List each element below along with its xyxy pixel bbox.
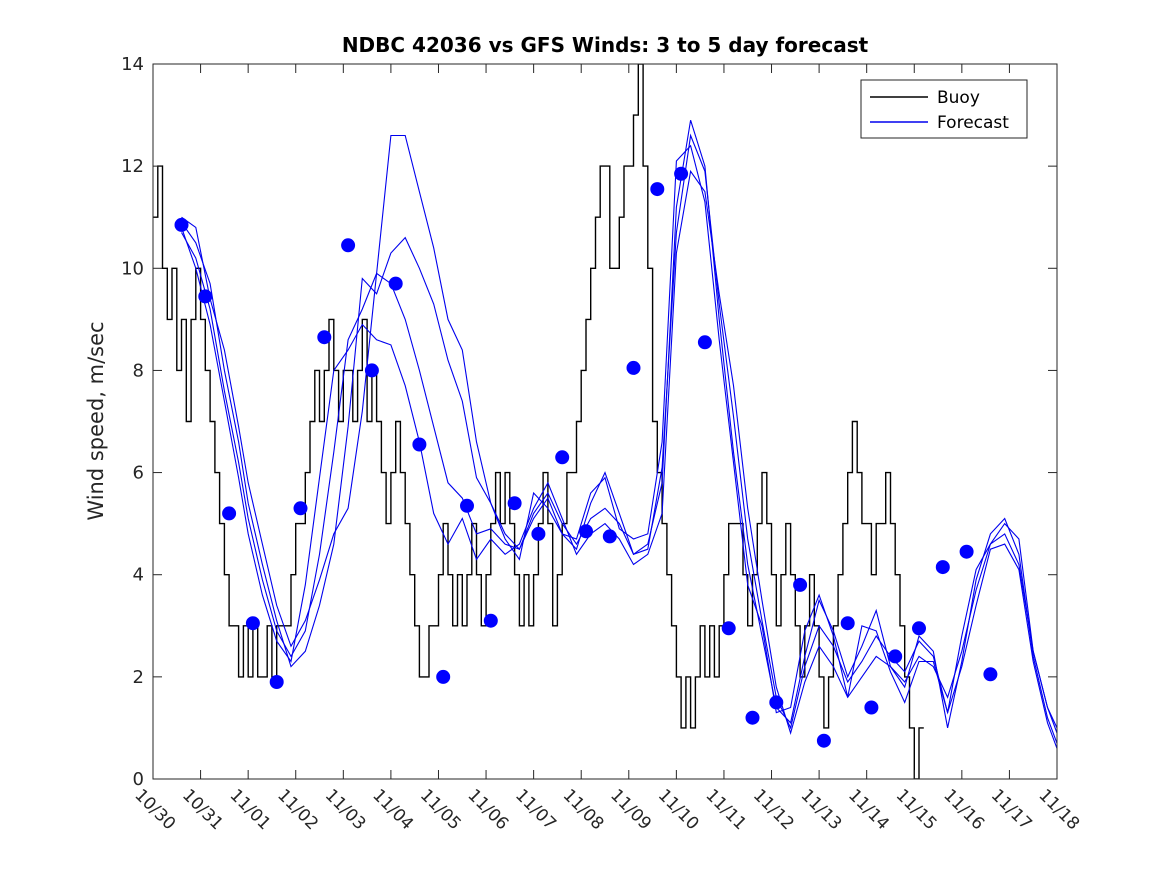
forecast-marker [959,544,974,559]
y-tick-label: 2 [133,667,144,688]
y-tick-label: 12 [121,156,144,177]
forecast-series-line-2 [181,120,1057,744]
forecast-marker [626,360,641,375]
forecast-marker [983,667,998,682]
forecast-marker [579,524,593,539]
forecast-marker [745,710,760,725]
y-tick-label: 0 [133,769,144,790]
forecast-marker [460,498,474,513]
y-tick-label: 6 [133,463,144,484]
legend-buoy-label: Buoy [937,88,980,108]
forecast-marker [816,733,831,748]
forecast-marker [793,577,808,592]
forecast-marker [174,217,189,232]
buoy-series-line [153,64,924,779]
forecast-marker [769,695,784,710]
forecast-marker [293,501,308,516]
forecast-marker [269,675,284,689]
forecast-marker [317,330,332,345]
forecast-marker [721,621,736,636]
forecast-series-line-1 [181,134,1057,729]
forecast-series-line-4 [180,169,1057,735]
y-tick-label: 8 [133,360,144,381]
axes-box [152,63,1058,780]
plot-area: 0246810121410/3010/3111/0111/0211/0311/0… [121,54,1083,834]
chart-title: NDBC 42036 vs GFS Winds: 3 to 5 day fore… [342,33,869,57]
forecast-marker [674,166,689,181]
forecast-series-line-3 [181,133,1057,749]
forecast-marker [507,496,522,511]
forecast-marker [602,529,617,544]
forecast-marker [650,182,665,197]
forecast-marker [198,289,213,304]
forecast-marker [864,700,879,715]
forecast-marker [935,560,950,575]
forecast-marker [555,450,570,465]
y-tick-label: 10 [121,258,144,279]
forecast-marker [412,437,427,452]
forecast-marker [888,649,903,664]
forecast-marker [436,669,451,684]
forecast-marker [531,526,546,541]
forecast-marker [364,363,379,378]
forecast-marker [483,613,498,628]
forecast-marker [912,621,926,636]
forecast-marker [388,276,403,291]
forecast-marker [840,616,855,631]
forecast-marker [341,238,356,253]
y-tick-label: 14 [121,54,144,75]
forecast-marker [697,335,712,350]
forecast-marker [222,506,237,521]
forecast-marker [245,616,260,631]
y-tick-label: 4 [133,565,144,586]
y-axis-label: Wind speed, m/sec [84,321,108,520]
plot-background [153,64,1057,779]
legend-box [860,79,1028,139]
legend-forecast-label: Forecast [937,113,1009,133]
